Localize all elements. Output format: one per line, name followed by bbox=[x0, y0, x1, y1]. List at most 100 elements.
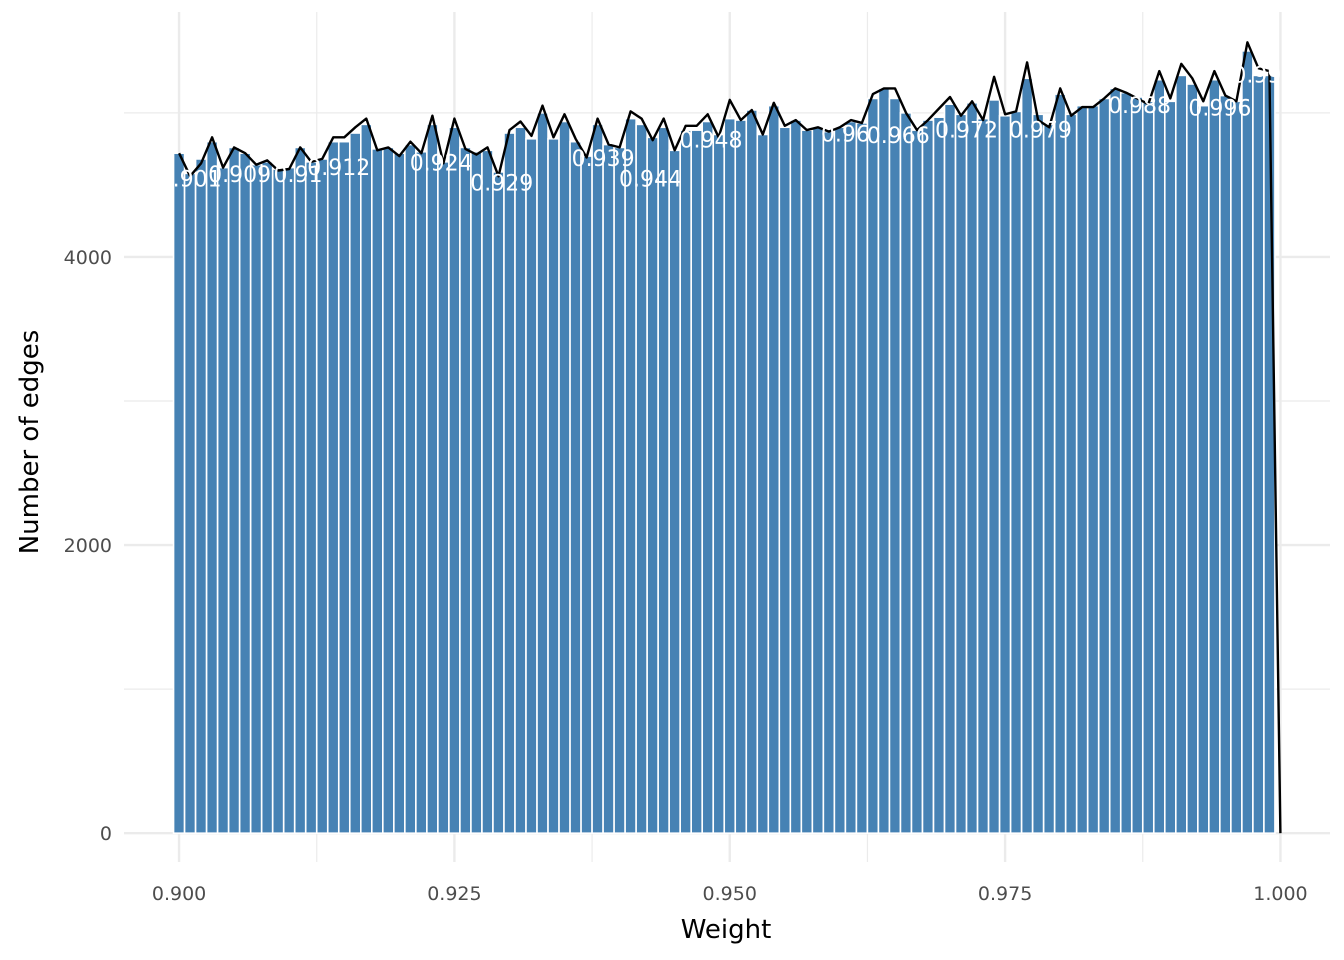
data-label: 0.988 bbox=[1108, 94, 1171, 119]
bar bbox=[404, 143, 417, 834]
bar bbox=[1152, 78, 1166, 834]
bar bbox=[943, 103, 957, 834]
bar bbox=[866, 97, 880, 834]
data-label: 0.96 bbox=[821, 123, 870, 148]
bar bbox=[205, 140, 219, 834]
bar bbox=[227, 146, 241, 834]
bar bbox=[602, 143, 615, 834]
bar bbox=[382, 146, 395, 834]
bar bbox=[1163, 100, 1177, 834]
bar bbox=[888, 97, 902, 834]
y-axis-title: Number of edges bbox=[15, 330, 45, 555]
bar bbox=[238, 152, 252, 834]
bar bbox=[1175, 74, 1188, 834]
bar bbox=[1075, 104, 1089, 834]
bar bbox=[1252, 74, 1265, 834]
bar bbox=[1042, 123, 1056, 834]
y-tick-label: 4000 bbox=[64, 247, 112, 269]
data-label: 0.924 bbox=[410, 151, 473, 176]
bar bbox=[580, 155, 593, 834]
bar bbox=[767, 104, 781, 834]
bar bbox=[1186, 83, 1199, 834]
bar bbox=[822, 130, 836, 834]
series-line bbox=[178, 41, 1282, 834]
data-label: 0.91 bbox=[274, 163, 323, 188]
bar bbox=[690, 129, 704, 834]
data-label: 0.972 bbox=[935, 118, 998, 143]
bar bbox=[855, 122, 869, 834]
bar bbox=[1009, 110, 1023, 834]
x-axis-title: Weight bbox=[681, 915, 772, 945]
bar bbox=[1141, 100, 1155, 834]
x-axis-ticks: 0.900 0.925 0.950 0.975 1.000 bbox=[152, 883, 1308, 905]
bar bbox=[668, 149, 681, 834]
bar bbox=[470, 150, 483, 834]
bar bbox=[249, 163, 263, 834]
x-tick-label: 1.000 bbox=[1253, 883, 1307, 905]
data-label: 0.979 bbox=[1009, 118, 1072, 143]
bar bbox=[734, 119, 748, 834]
bar bbox=[304, 161, 318, 834]
bar bbox=[282, 166, 296, 834]
bar bbox=[426, 123, 439, 834]
bar bbox=[359, 123, 373, 834]
x-tick-label: 0.900 bbox=[152, 883, 206, 905]
data-label: 0.901 bbox=[159, 167, 222, 192]
data-label: 0.909 bbox=[208, 163, 271, 188]
bar bbox=[910, 129, 924, 834]
bar bbox=[437, 161, 450, 834]
bar bbox=[1130, 96, 1144, 834]
bar bbox=[1097, 97, 1111, 834]
bar bbox=[1064, 113, 1078, 834]
bar bbox=[646, 136, 659, 834]
bar bbox=[1119, 91, 1133, 834]
bar bbox=[514, 126, 527, 834]
data-label: 0.996 bbox=[1188, 97, 1251, 122]
bar bbox=[756, 133, 770, 834]
bar bbox=[811, 126, 825, 834]
bar bbox=[183, 172, 197, 834]
bar bbox=[326, 140, 340, 834]
data-label: 0.929 bbox=[470, 172, 533, 197]
bar bbox=[833, 126, 847, 834]
bar bbox=[558, 120, 571, 834]
bar bbox=[348, 132, 362, 834]
bar bbox=[745, 109, 759, 834]
bar bbox=[987, 99, 1001, 834]
bar bbox=[1197, 104, 1210, 834]
bar bbox=[932, 116, 946, 834]
bar bbox=[492, 171, 505, 834]
data-label: 0.939 bbox=[572, 147, 635, 172]
bar bbox=[569, 140, 582, 834]
bar bbox=[1020, 77, 1034, 834]
bar bbox=[899, 112, 913, 834]
bar bbox=[1263, 74, 1276, 834]
y-axis-ticks: 0 2000 4000 bbox=[64, 247, 112, 845]
x-tick-label: 0.950 bbox=[703, 883, 757, 905]
bar bbox=[613, 146, 626, 834]
bar bbox=[371, 148, 384, 834]
bar bbox=[1053, 93, 1067, 834]
bar bbox=[536, 112, 549, 834]
bar bbox=[591, 123, 604, 834]
bar bbox=[712, 133, 726, 834]
frequency-line bbox=[178, 41, 1282, 834]
bar bbox=[260, 161, 274, 834]
bar bbox=[315, 158, 329, 834]
bar bbox=[657, 126, 670, 834]
y-tick-label: 0 bbox=[100, 823, 112, 845]
bar bbox=[679, 129, 693, 834]
bar bbox=[337, 140, 351, 834]
x-tick-label: 0.925 bbox=[427, 883, 481, 905]
bar bbox=[800, 129, 814, 834]
bar bbox=[393, 152, 406, 834]
bar bbox=[1230, 100, 1243, 834]
bar bbox=[459, 146, 472, 834]
bar bbox=[701, 120, 715, 834]
bar bbox=[635, 123, 648, 834]
data-label: 0.948 bbox=[680, 128, 743, 153]
bar bbox=[998, 114, 1012, 834]
bar bbox=[1208, 78, 1221, 834]
